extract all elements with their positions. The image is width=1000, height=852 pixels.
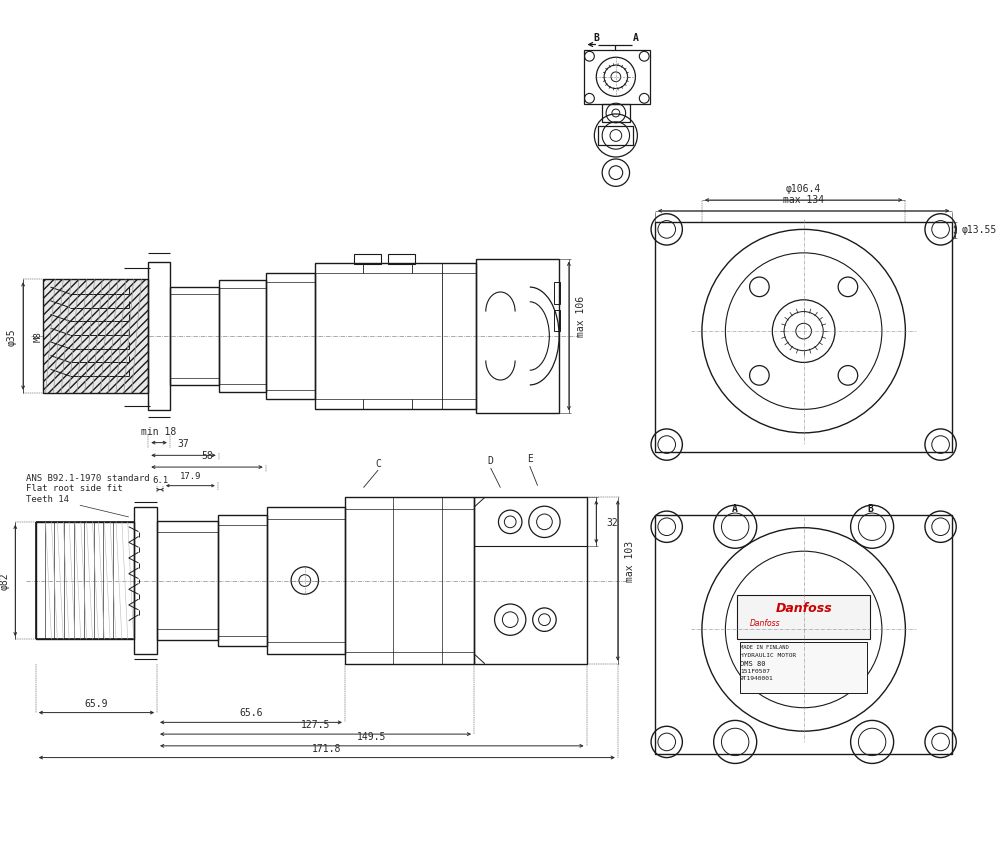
Text: 65.6: 65.6 [239, 708, 263, 717]
Bar [43, 280, 148, 394]
Bar [267, 508, 345, 654]
Text: φ35: φ35 [6, 328, 16, 345]
Text: φ82: φ82 [0, 572, 10, 590]
Bar [354, 255, 381, 264]
Text: B: B [867, 504, 873, 514]
Bar [737, 596, 870, 640]
Bar [602, 105, 630, 123]
Bar [266, 274, 315, 399]
Bar [740, 642, 867, 694]
Text: B: B [593, 32, 599, 43]
Bar [315, 263, 476, 410]
Text: E: E [527, 453, 533, 463]
Bar [148, 262, 170, 411]
Text: Danfoss: Danfoss [775, 602, 832, 614]
Text: 37: 37 [178, 439, 189, 449]
Text: Danfoss: Danfoss [750, 619, 780, 627]
Bar [655, 222, 952, 453]
Bar [345, 498, 474, 664]
Text: 151F0507: 151F0507 [740, 668, 770, 673]
Text: D: D [488, 456, 494, 465]
Text: max 103: max 103 [625, 540, 635, 581]
Text: 171.8: 171.8 [312, 743, 341, 753]
Text: 32: 32 [606, 517, 618, 527]
Text: HYDRAULIC MOTOR: HYDRAULIC MOTOR [740, 652, 796, 657]
Text: max 134: max 134 [783, 195, 824, 204]
Text: MADE IN FINLAND: MADE IN FINLAND [740, 644, 789, 649]
Bar [43, 280, 148, 394]
Bar [157, 521, 218, 641]
Bar [655, 515, 952, 754]
Text: 149.5: 149.5 [357, 731, 386, 741]
Text: max 106: max 106 [576, 296, 586, 337]
Bar [476, 259, 559, 414]
Text: C: C [375, 458, 381, 469]
Text: 17.9: 17.9 [180, 471, 201, 481]
Bar [36, 522, 134, 640]
Bar [598, 127, 633, 146]
Text: φ106.4: φ106.4 [786, 184, 821, 194]
Text: 9T1940001: 9T1940001 [740, 676, 774, 681]
Bar [388, 255, 415, 264]
Text: M8: M8 [33, 331, 42, 342]
Text: min 18: min 18 [141, 426, 177, 436]
Text: 127.5: 127.5 [301, 719, 330, 729]
Text: ANS B92.1-1970 standard
Flat root side fit
Teeth 14: ANS B92.1-1970 standard Flat root side f… [26, 474, 150, 504]
Bar [218, 515, 267, 647]
Bar [134, 508, 157, 654]
Bar [219, 281, 266, 392]
Bar [170, 288, 219, 385]
Text: A: A [732, 504, 738, 514]
Bar [474, 498, 587, 664]
Text: OMS 80: OMS 80 [740, 660, 766, 666]
Text: 58: 58 [201, 451, 213, 461]
Text: 65.9: 65.9 [85, 698, 108, 708]
Text: φ13.55: φ13.55 [962, 225, 997, 235]
Text: 6.1: 6.1 [152, 475, 168, 484]
Text: A: A [632, 32, 638, 43]
Bar [554, 310, 560, 331]
Bar [554, 283, 560, 304]
Bar [584, 51, 650, 105]
